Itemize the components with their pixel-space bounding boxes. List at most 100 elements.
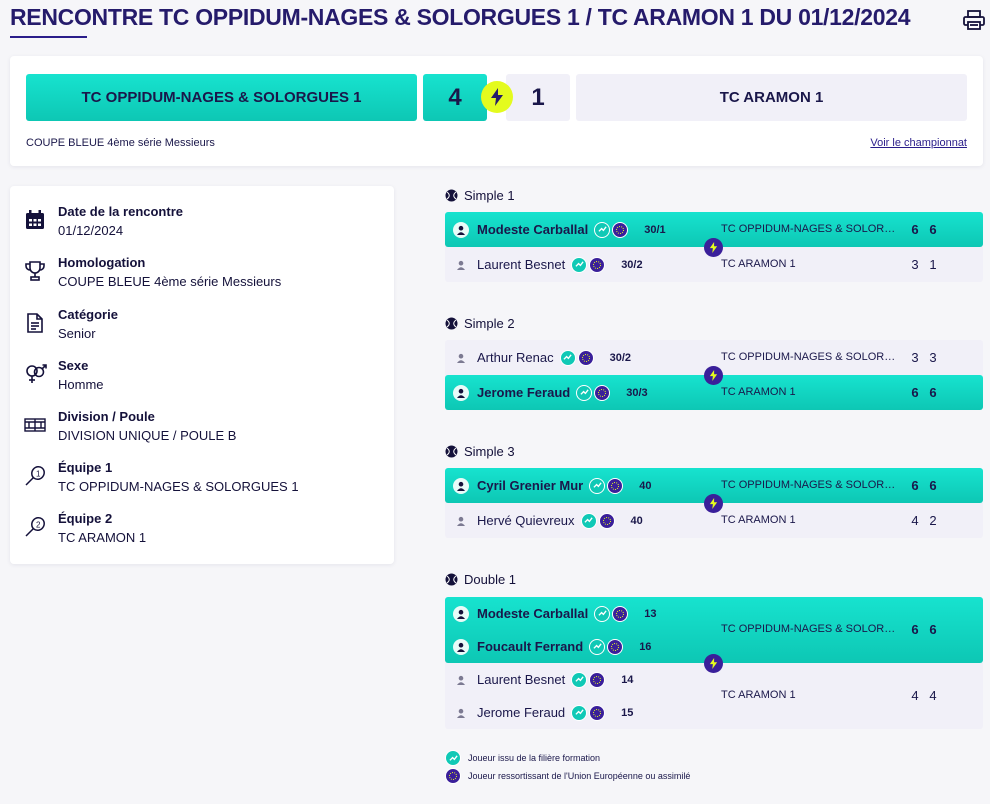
set-score: 2 [929,512,937,528]
racket-2-icon: 2 [24,516,46,538]
lightning-bolt-icon [704,653,723,673]
match-title: Simple 2 [445,316,515,331]
player-name: Cyril Grenier Mur [477,478,584,493]
set-score: 6 [929,477,937,493]
player[interactable]: Laurent Besnet 14 [453,670,633,690]
eu-badge-icon [589,704,606,721]
match-title: Simple 3 [445,444,515,459]
view-championship-link[interactable]: Voir le championnat [870,137,967,149]
user-avatar-icon [453,605,469,622]
club-name: TC OPPIDUM-NAGES & SOLORGUES 1 [721,623,901,635]
formation-badge-icon [571,704,588,721]
player-ranking: 40 [639,479,652,492]
user-avatar-icon [453,705,469,721]
info-label: Sexe [58,358,89,373]
eu-badge-icon [589,256,606,273]
club-name: TC OPPIDUM-NAGES & SOLORGUES 1 [721,478,901,491]
info-value: DIVISION UNIQUE / POULE B [58,428,237,443]
winner-row: Cyril Grenier Mur 40 TC OPPIDUM-NAGES & SO… [445,468,983,503]
info-label: Homologation [58,255,146,270]
player[interactable]: Laurent Besnet 30/2 [453,255,643,275]
match-card: Modeste Carballal 13 Foucault Ferrand 16 TC … [445,597,983,729]
info-value: TC ARAMON 1 [58,530,147,545]
lightning-bolt-icon [704,493,723,513]
set-score: 4 [911,688,919,703]
away-score: 1 [506,74,570,121]
player[interactable]: Modeste Carballal 13 [453,604,657,624]
match-title-text: Simple 1 [464,188,515,203]
player[interactable]: Arthur Renac 30/2 [453,348,631,368]
page-title: RENCONTRE TC OPPIDUM-NAGES & SOLORGUES 1… [10,4,911,30]
match-title-text: Double 1 [464,572,517,587]
player-ranking: 30/2 [609,351,632,364]
user-avatar-icon [453,513,469,529]
lightning-bolt-icon [704,365,723,385]
racket-1-icon: 1 [24,465,46,487]
formation-badge-icon [571,671,588,688]
club-name: TC ARAMON 1 [721,385,796,398]
home-team-name: TC OPPIDUM-NAGES & SOLORGUES 1 [26,74,417,121]
player[interactable]: Foucault Ferrand 16 [453,637,651,657]
match-title: Simple 1 [445,188,515,203]
trophy-icon [24,260,46,282]
formation-badge-icon [576,384,593,401]
player[interactable]: Jerome Feraud 30/3 [453,383,648,403]
eu-badge-icon [577,349,594,366]
set-score: 6 [929,221,937,237]
legend-eu-text: Joueur ressortissant de l'Union Européen… [468,771,691,781]
info-item-division: Division / Poule DIVISION UNIQUE / POULE… [24,409,384,449]
formation-badge-icon [589,477,606,494]
info-label: Date de la rencontre [58,204,183,219]
info-label: Équipe 1 [58,460,113,475]
club-name: TC ARAMON 1 [721,513,796,526]
legend-formation-text: Joueur issu de la filière formation [468,753,601,763]
player[interactable]: Modeste Carballal 30/1 [453,220,666,240]
user-avatar-icon [453,477,469,494]
user-avatar-icon [453,672,469,688]
eu-badge-icon [612,605,629,622]
lightning-bolt-icon [704,237,723,257]
player[interactable]: Hervé Quievreux 40 [453,511,643,531]
formation-badge-icon [589,638,606,655]
info-value: 01/12/2024 [58,223,124,238]
set-score: 6 [911,221,919,237]
formation-badge-icon [580,512,597,529]
match-info-card: Date de la rencontre 01/12/2024 Homologa… [10,186,394,564]
player-ranking: 13 [644,607,657,620]
club-name: TC OPPIDUM-NAGES & SOLORGUES 1 [721,350,901,363]
player[interactable]: Cyril Grenier Mur 40 [453,476,651,496]
club-name: TC OPPIDUM-NAGES & SOLORGUES 1 [721,222,901,235]
calendar-icon [24,209,46,231]
info-item-date: Date de la rencontre 01/12/2024 [24,204,384,244]
match-card: Modeste Carballal 30/1 TC OPPIDUM-NAGES & … [445,212,983,282]
player-ranking: 30/3 [626,386,648,399]
info-label: Équipe 2 [58,511,113,526]
set-score: 6 [929,384,937,400]
player-name: Foucault Ferrand [477,639,584,654]
competition-label: COUPE BLEUE 4ème série Messieurs [26,137,215,149]
set-score: 6 [911,477,919,493]
player-ranking: 30/2 [621,258,643,271]
info-value: COUPE BLEUE 4ème série Messieurs [58,274,282,289]
set-score: 6 [911,622,919,637]
club-name: TC ARAMON 1 [721,689,796,701]
player-name: Modeste Carballal [477,606,589,621]
gender-icon [24,363,47,385]
printer-icon[interactable] [962,9,986,31]
match-card: Arthur Renac 30/2 TC OPPIDUM-NAGES & SOLOR… [445,340,983,410]
info-value: Senior [58,326,96,341]
svg-text:2: 2 [36,521,41,530]
player[interactable]: Jerome Feraud 15 [453,703,633,723]
svg-text:1: 1 [36,470,41,479]
info-item-gender: Sexe Homme [24,358,384,398]
info-item-team-2: 2 Équipe 2 TC ARAMON 1 [24,511,384,551]
eu-badge-icon [607,477,624,494]
user-avatar-icon [453,257,469,273]
set-score: 3 [911,349,919,365]
